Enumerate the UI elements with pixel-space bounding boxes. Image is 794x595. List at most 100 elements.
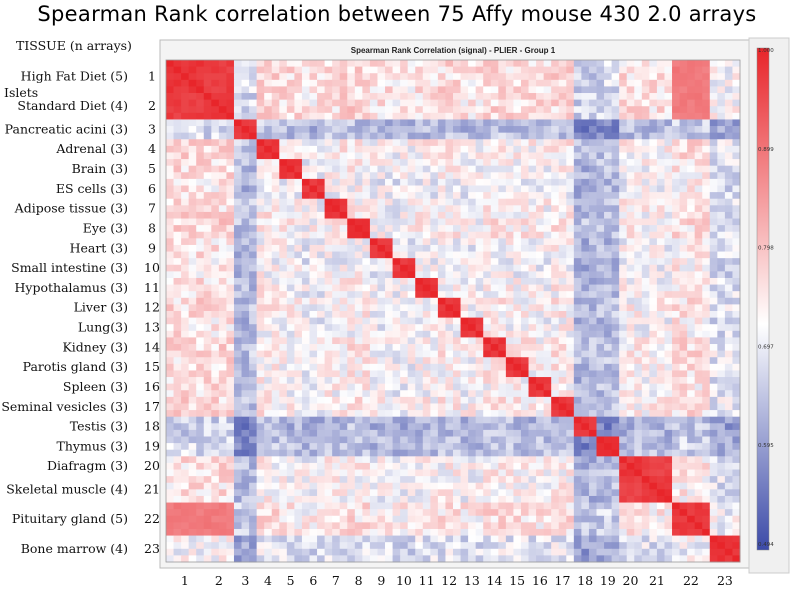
heatmap-cell: [339, 390, 348, 398]
heatmap-cell: [407, 462, 416, 470]
heatmap-cell: [702, 370, 711, 378]
heatmap-cell: [166, 159, 174, 167]
heatmap-cell: [392, 79, 401, 87]
heatmap-cell: [558, 251, 567, 259]
heatmap-cell: [385, 423, 393, 431]
heatmap-cell: [551, 390, 560, 398]
heatmap-cell: [694, 264, 703, 272]
heatmap-cell: [679, 79, 688, 87]
heatmap-cell: [339, 86, 348, 94]
heatmap-cell: [453, 436, 461, 444]
heatmap-cell: [641, 112, 650, 120]
heatmap-cell: [422, 73, 431, 81]
heatmap-cell: [558, 192, 567, 200]
heatmap-cell: [664, 277, 673, 285]
heatmap-cell: [679, 324, 688, 332]
heatmap-cell: [490, 357, 499, 365]
heatmap-cell: [286, 172, 295, 180]
heatmap-cell: [249, 112, 258, 120]
heatmap-cell: [279, 198, 288, 206]
heatmap-cell: [709, 363, 718, 371]
heatmap-cell: [317, 172, 325, 180]
heatmap-cell: [656, 383, 665, 391]
heatmap-cell: [551, 126, 560, 134]
heatmap-cell: [400, 271, 409, 279]
heatmap-cell: [309, 297, 318, 305]
heatmap-cell: [279, 482, 288, 490]
heatmap-cell: [664, 416, 673, 424]
heatmap-cell: [294, 152, 303, 160]
heatmap-cell: [256, 449, 265, 457]
heatmap-cell: [732, 159, 741, 167]
heatmap-cell: [430, 297, 439, 305]
heatmap-cell: [724, 377, 733, 385]
heatmap-cell: [437, 60, 446, 68]
heatmap-cell: [588, 396, 597, 404]
heatmap-cell: [475, 390, 484, 398]
heatmap-cell: [377, 469, 386, 477]
heatmap-cell: [324, 469, 333, 477]
heatmap-cell: [181, 410, 190, 418]
heatmap-cell: [415, 244, 424, 252]
heatmap-cell: [717, 469, 726, 477]
heatmap-cell: [490, 231, 499, 239]
heatmap-cell: [513, 456, 522, 464]
heatmap-cell: [679, 205, 688, 213]
heatmap-cell: [453, 456, 461, 464]
heatmap-cell: [619, 311, 628, 319]
heatmap-cell: [536, 132, 545, 140]
heatmap-cell: [271, 403, 280, 411]
heatmap-cell: [422, 264, 431, 272]
heatmap-cell: [460, 390, 469, 398]
heatmap-cell: [596, 317, 605, 325]
heatmap-cell: [687, 324, 696, 332]
heatmap-cell: [256, 317, 265, 325]
heatmap-cell: [672, 456, 680, 464]
heatmap-cell: [400, 165, 409, 173]
heatmap-cell: [604, 119, 612, 127]
heatmap-cell: [385, 79, 393, 87]
heatmap-cell: [604, 198, 612, 206]
heatmap-cell: [203, 238, 212, 246]
heatmap-cell: [687, 311, 696, 319]
heatmap-cell: [619, 357, 628, 365]
heatmap-cell: [445, 66, 454, 74]
heatmap-cell: [211, 462, 220, 470]
heatmap-cell: [188, 324, 197, 332]
heatmap-cell: [309, 165, 318, 173]
heatmap-cell: [724, 443, 733, 451]
heatmap-cell: [445, 277, 454, 285]
heatmap-cell: [301, 231, 310, 239]
heatmap-cell: [490, 251, 499, 259]
heatmap-cell: [460, 423, 469, 431]
heatmap-cell: [166, 172, 174, 180]
heatmap-cell: [581, 112, 590, 120]
heatmap-cell: [241, 93, 250, 101]
heatmap-cell: [301, 324, 310, 332]
heatmap-cell: [226, 489, 235, 497]
heatmap-cell: [611, 86, 620, 94]
heatmap-cell: [581, 476, 590, 484]
heatmap-cell: [460, 251, 469, 259]
heatmap-cell: [437, 350, 446, 358]
heatmap-cell: [475, 469, 484, 477]
heatmap-cell: [218, 443, 227, 451]
heatmap-cell: [687, 60, 696, 68]
heatmap-cell: [324, 73, 333, 81]
heatmap-cell: [656, 132, 665, 140]
heatmap-cell: [672, 218, 680, 226]
heatmap-cell: [490, 396, 499, 404]
heatmap-cell: [294, 350, 303, 358]
heatmap-cell: [520, 469, 529, 477]
heatmap-cell: [415, 152, 424, 160]
heatmap-cell: [709, 119, 718, 127]
heatmap-cell: [241, 225, 250, 233]
heatmap-cell: [377, 198, 386, 206]
heatmap-cell: [301, 449, 310, 457]
heatmap-cell: [279, 172, 288, 180]
heatmap-cell: [536, 390, 545, 398]
heatmap-cell: [551, 172, 560, 180]
heatmap-cell: [196, 205, 205, 213]
heatmap-cell: [694, 198, 703, 206]
heatmap-cell: [687, 218, 696, 226]
